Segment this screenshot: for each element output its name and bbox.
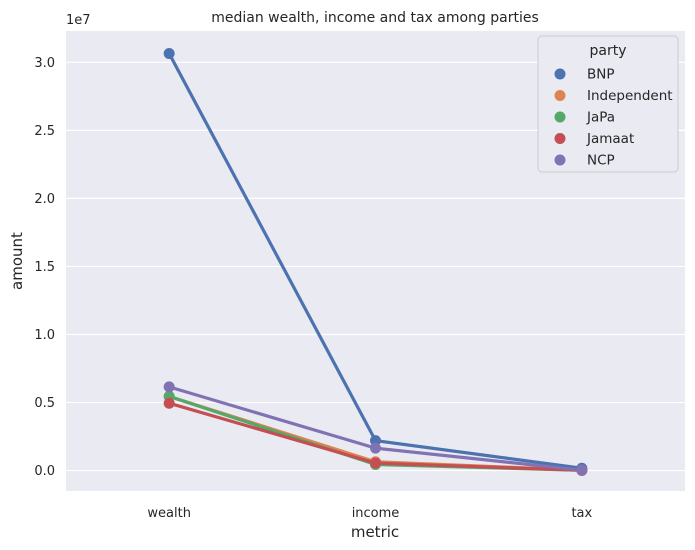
legend-marker (554, 68, 566, 80)
legend-item: JaPa (554, 110, 615, 126)
y-tick-label: 3.0 (34, 56, 55, 71)
legend-title: party (590, 43, 627, 59)
y-tick-label: 1.5 (34, 260, 55, 275)
legend-marker (554, 111, 566, 123)
x-axis-label: metric (351, 523, 399, 541)
x-tick-label: tax (571, 506, 592, 521)
data-point (163, 47, 175, 59)
legend-item: Jamaat (554, 131, 634, 147)
chart-title: median wealth, income and tax among part… (211, 10, 539, 26)
legend-marker (554, 154, 566, 166)
data-point (163, 381, 175, 393)
data-point (576, 464, 588, 476)
data-point (370, 457, 381, 469)
series-layer (163, 47, 588, 476)
y-axis-label: amount (8, 232, 26, 290)
y-multiplier-label: 1e7 (66, 13, 91, 28)
legend-item: NCP (554, 153, 615, 169)
legend-label: NCP (587, 153, 615, 169)
series-ncp (163, 381, 588, 476)
x-axis: wealth income tax (147, 506, 592, 521)
y-tick-label: 0.0 (34, 464, 55, 479)
x-tick-label: income (352, 506, 400, 521)
legend-box (537, 35, 679, 173)
legend-marker (554, 90, 566, 101)
legend-items: BNP Independent JaPa Jamaat NCP (554, 67, 673, 169)
legend-item: Independent (554, 88, 673, 104)
y-axis: 0.0 0.5 1.0 1.5 2.0 2.5 3.0 (34, 56, 55, 479)
legend-marker (554, 133, 566, 144)
legend-label: Independent (587, 88, 673, 104)
data-point (370, 442, 381, 454)
legend: party BNP Independent JaPa Jamaat NCP (537, 35, 679, 173)
legend-item: BNP (554, 67, 615, 83)
y-tick-label: 2.0 (34, 192, 55, 207)
data-point (163, 397, 175, 409)
legend-label: BNP (587, 67, 615, 83)
y-tick-label: 0.5 (34, 396, 55, 411)
x-tick-label: wealth (147, 506, 191, 521)
legend-label: Jamaat (586, 131, 634, 147)
y-tick-label: 1.0 (34, 328, 55, 343)
y-tick-label: 2.5 (34, 124, 55, 139)
legend-label: JaPa (586, 110, 615, 126)
